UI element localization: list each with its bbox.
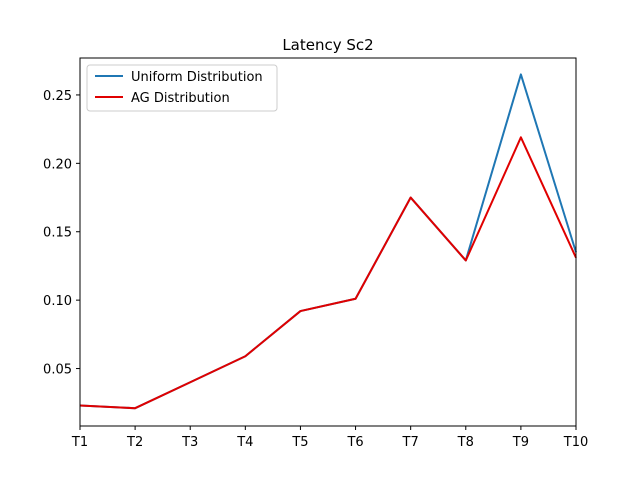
legend: Uniform Distribution AG Distribution: [86, 64, 278, 112]
series-line-ag: [79, 136, 577, 410]
x-tick-label: T2: [126, 435, 143, 450]
y-tick-label: 0.10: [43, 294, 72, 309]
y-axis: 0.05 0.10 0.15 0.20 0.25: [43, 89, 80, 378]
plot-frame: [79, 57, 577, 427]
x-tick-label: T10: [563, 435, 588, 450]
x-tick-label: T6: [346, 435, 363, 450]
legend-label-ag: AG Distribution: [131, 91, 230, 106]
x-tick-label: T5: [291, 435, 308, 450]
series-layer: [79, 73, 577, 410]
y-tick-label: 0.20: [43, 157, 72, 172]
x-tick-label: T8: [457, 435, 474, 450]
x-tick-label: T9: [512, 435, 529, 450]
legend-box: [86, 64, 278, 112]
x-tick-label: T4: [236, 435, 253, 450]
legend-label-uniform: Uniform Distribution: [131, 70, 263, 85]
x-tick-label: T3: [181, 435, 198, 450]
y-tick-label: 0.05: [43, 363, 72, 378]
series-line-uniform: [79, 73, 577, 410]
x-axis: T1 T2 T3 T4 T5 T6 T7 T8 T9 T10: [71, 426, 588, 450]
x-tick-label: T7: [402, 435, 419, 450]
x-tick-label: T1: [71, 435, 88, 450]
y-tick-label: 0.15: [43, 226, 72, 241]
y-tick-label: 0.25: [43, 89, 72, 104]
chart-title: Latency Sc2: [282, 36, 373, 54]
